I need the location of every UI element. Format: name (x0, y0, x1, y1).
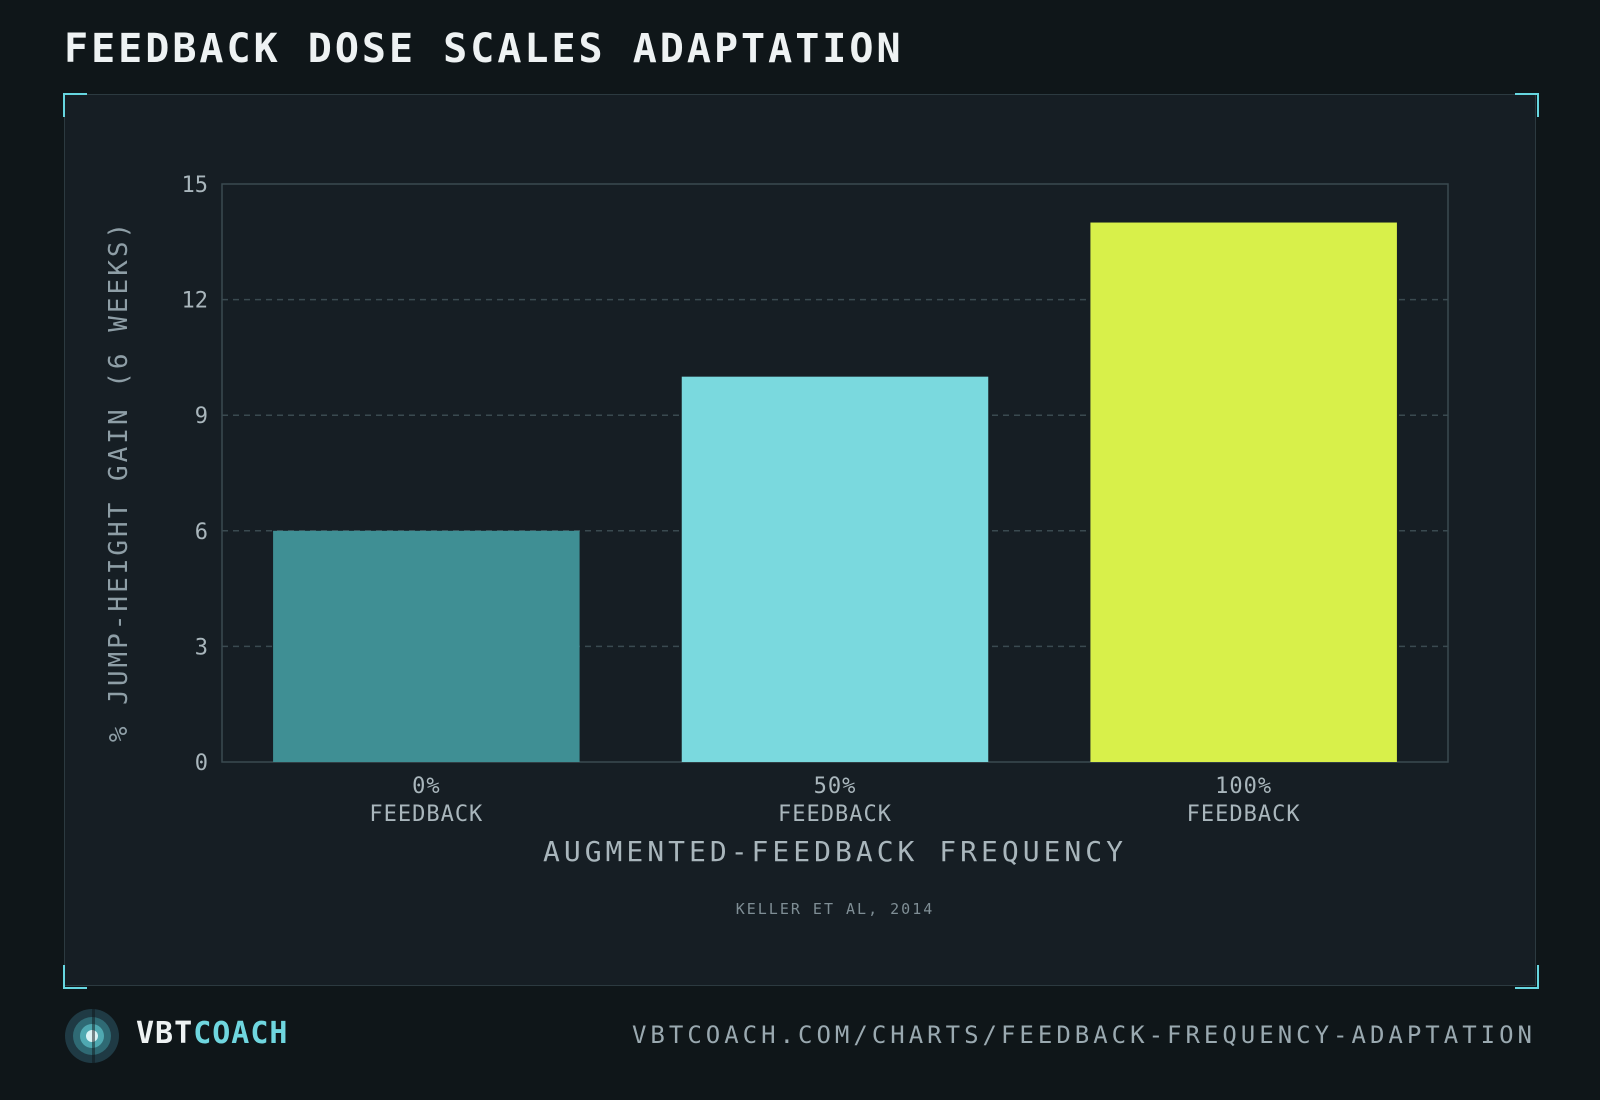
page-title: FEEDBACK DOSE SCALES ADAPTATION (64, 26, 904, 72)
x-tick-label: 50% FEEDBACK (778, 774, 892, 827)
source-note: KELLER ET AL, 2014 (736, 900, 935, 918)
brand-name: VBTCOACH (136, 1016, 289, 1051)
x-tick-label: 100% FEEDBACK (1187, 774, 1301, 827)
y-axis-label: % JUMP-HEIGHT GAIN (6 WEEKS) (104, 220, 134, 742)
y-tick-label: 12 (182, 289, 209, 314)
y-tick-label: 3 (195, 635, 208, 660)
bar (681, 376, 989, 762)
bar (1090, 222, 1397, 763)
y-tick-label: 9 (195, 404, 208, 429)
x-axis-label: AUGMENTED-FEEDBACK FREQUENCY (543, 835, 1127, 868)
panel-corner-top-left (63, 93, 87, 117)
y-tick-label: 6 (195, 520, 208, 545)
y-tick-labels: 0 3 6 9 12 15 (182, 173, 209, 776)
vbtcoach-logo-icon (65, 1009, 119, 1063)
y-tick-label: 15 (182, 173, 209, 198)
brand-name-accent: COACH (193, 1016, 289, 1051)
brand-name-primary: VBT (136, 1016, 194, 1051)
x-tick-label: 0% FEEDBACK (369, 774, 483, 827)
x-tick-labels: 0% FEEDBACK 50% FEEDBACK 100% FEEDBACK (369, 774, 1301, 827)
y-tick-label: 0 (195, 751, 208, 776)
footer-url: VBTCOACH.COM/CHARTS/FEEDBACK-FREQUENCY-A… (631, 1021, 1536, 1049)
panel-corner-bottom-right (1515, 965, 1539, 989)
bar (273, 530, 580, 762)
bars (273, 222, 1397, 763)
panel-corner-bottom-left (63, 965, 87, 989)
panel-corner-top-right (1515, 93, 1539, 117)
